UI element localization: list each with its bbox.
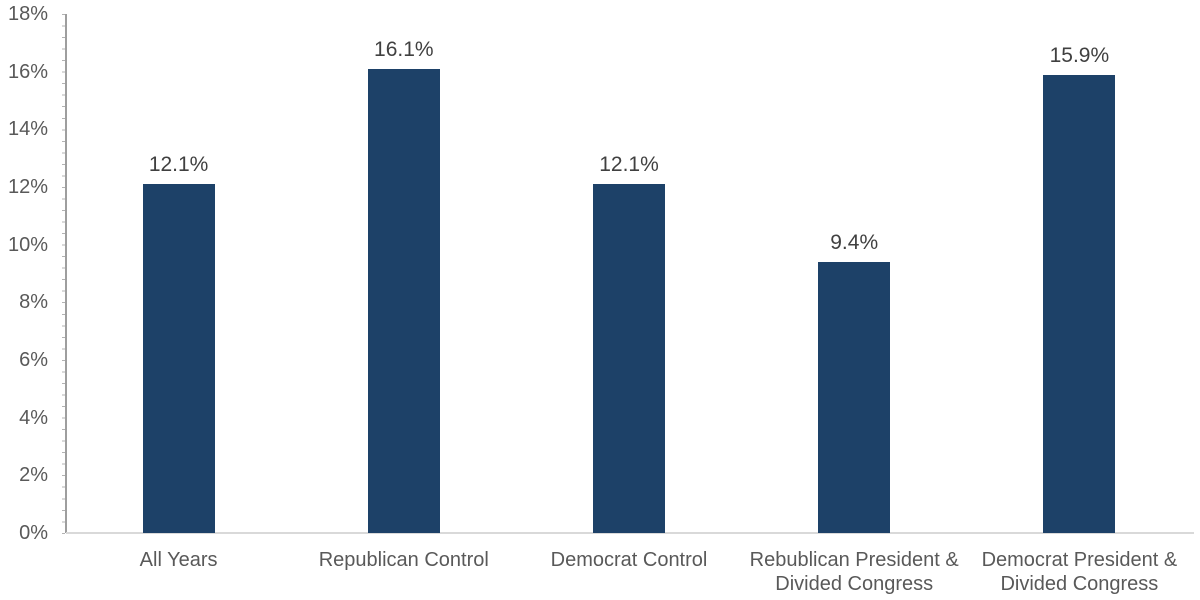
x-axis-category-label: Democrat Control: [550, 549, 708, 571]
bar-value-label: 15.9%: [1049, 43, 1110, 67]
y-axis-tick-label: 8%: [19, 291, 48, 314]
y-axis-tick-label: 0%: [19, 522, 48, 544]
bar-value-label: 9.4%: [830, 230, 879, 254]
bar-4: [818, 261, 891, 533]
y-axis-line: [65, 14, 67, 533]
x-axis-category-label: All Years: [139, 549, 218, 571]
y-axis-minor-ticks: [62, 14, 65, 534]
bar-5: [1043, 74, 1116, 533]
y-axis-tick-label: 12%: [7, 176, 48, 198]
x-axis-category-label: Republican Control: [318, 549, 489, 571]
y-axis-tick-label: 16%: [7, 60, 48, 83]
y-axis-tick-label: 14%: [7, 118, 48, 141]
x-axis-category-label: Rebublican President & Divided Congress: [749, 549, 959, 595]
bar-value-label: 16.1%: [374, 37, 434, 61]
bar-2: [367, 68, 440, 533]
x-axis-category-label: Democrat President & Divided Congress: [981, 549, 1178, 595]
y-axis-tick-label: 18%: [7, 3, 48, 25]
y-axis-tick-label: 2%: [19, 464, 48, 487]
bar-3: [593, 184, 665, 533]
bar-value-label: 12.1%: [148, 153, 209, 177]
y-axis-tick-label: 6%: [19, 349, 48, 371]
y-axis-tick-label: 10%: [7, 233, 48, 256]
bar-value-label: 12.1%: [599, 153, 659, 177]
y-axis-tick-label: 4%: [19, 406, 48, 429]
bar-1: [142, 184, 215, 533]
